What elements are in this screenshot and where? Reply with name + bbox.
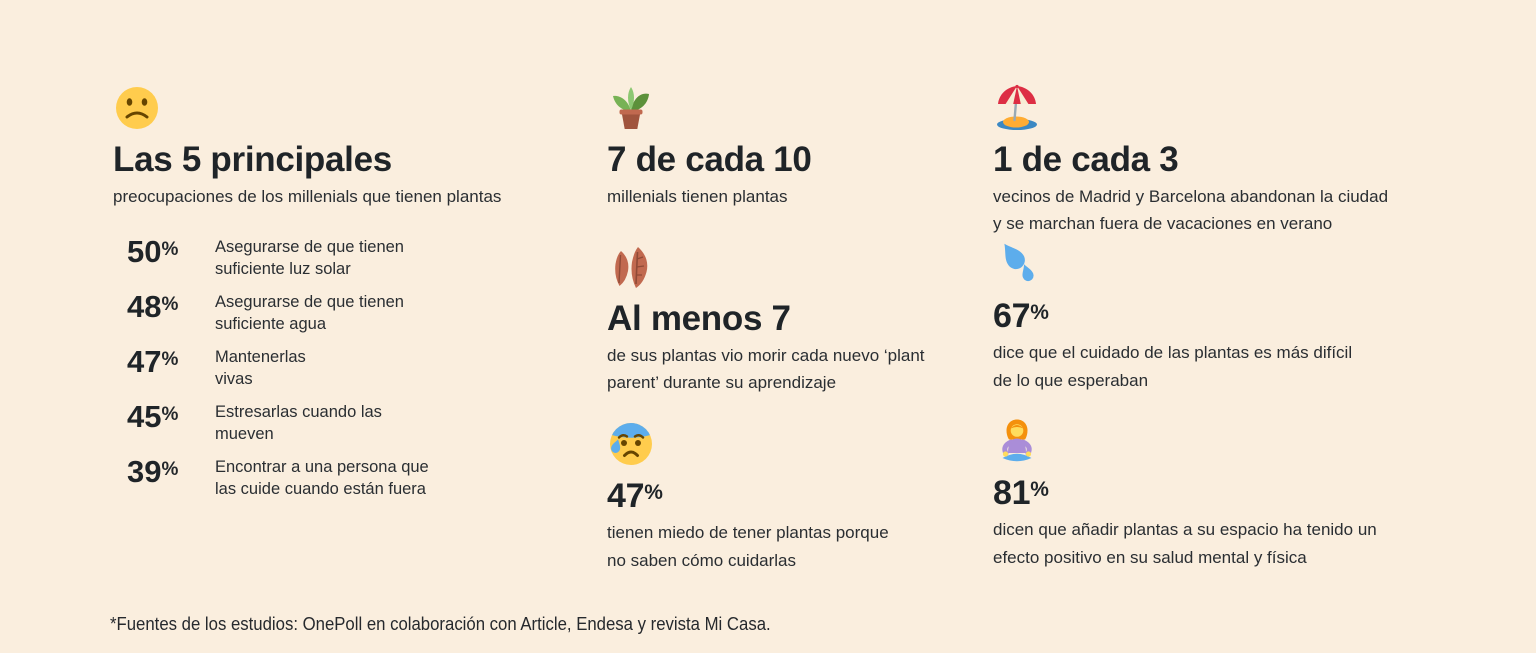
- list-item: 48% Asegurarse de que tienen suficiente …: [127, 291, 567, 346]
- stat-value: 67%: [993, 297, 1049, 335]
- list-item: 45% Estresarlas cuando las mueven: [127, 401, 567, 456]
- column-top-worries: Las 5 principales preocupaciones de los …: [113, 0, 583, 653]
- water-drops-icon: [993, 240, 1352, 288]
- sources-footnote: *Fuentes de los estudios: OnePoll en col…: [110, 614, 771, 634]
- list-item-percent: 47%: [127, 344, 179, 379]
- lotus-person-icon: [993, 417, 1377, 465]
- worries-title: Las 5 principales: [113, 140, 392, 179]
- worries-header-block: Las 5 principales preocupaciones de los …: [113, 84, 501, 210]
- stat-block-81-salud: 81% dicen que añadir plantas a su espaci…: [993, 417, 1377, 571]
- stat-title: Al menos 7: [607, 299, 791, 338]
- list-item-percent: 39%: [127, 454, 179, 489]
- stat-block-7-de-cada-10: 7 de cada 10 millenials tienen plantas: [607, 84, 812, 210]
- list-item-percent: 50%: [127, 234, 179, 269]
- stat-value: 47%: [607, 477, 663, 515]
- worries-subtitle: preocupaciones de los millenials que tie…: [113, 187, 502, 207]
- list-item-percent: 48%: [127, 289, 179, 324]
- stat-block-67-dificil: 67% dice que el cuidado de las plantas e…: [993, 240, 1352, 394]
- list-item: 50% Asegurarse de que tienen suficiente …: [127, 236, 567, 291]
- stat-value: 81%: [993, 474, 1049, 512]
- stat-body: dicen que añadir plantas a su espacio ha…: [993, 520, 1377, 567]
- stat-body: tienen miedo de tener plantas porque no …: [607, 523, 889, 570]
- stat-body: dice que el cuidado de las plantas es má…: [993, 343, 1353, 390]
- column-middle-stats: 7 de cada 10 millenials tienen plantas A…: [607, 0, 982, 653]
- list-item-label: Mantenerlas vivas: [215, 348, 306, 388]
- list-item: 47% Mantenerlas vivas: [127, 346, 567, 401]
- list-item-percent: 45%: [127, 399, 179, 434]
- list-item-label: Encontrar a una persona que las cuide cu…: [215, 458, 429, 498]
- anxious-face-icon: [607, 420, 889, 468]
- list-item: 39% Encontrar a una persona que las cuid…: [127, 456, 567, 511]
- stat-body: de sus plantas vio morir cada nuevo ‘pla…: [607, 346, 925, 393]
- stat-body: millenials tienen plantas: [607, 187, 788, 207]
- stat-body: vecinos de Madrid y Barcelona abandonan …: [993, 187, 1389, 234]
- stat-block-al-menos-7: Al menos 7 de sus plantas vio morir cada…: [607, 243, 925, 397]
- stat-title: 1 de cada 3: [993, 140, 1179, 179]
- list-item-label: Asegurarse de que tienen suficiente agua: [215, 293, 404, 333]
- stat-title: 7 de cada 10: [607, 140, 812, 179]
- potted-plant-icon: [607, 84, 812, 132]
- sad-face-icon: [113, 84, 501, 132]
- list-item-label: Estresarlas cuando las mueven: [215, 403, 382, 443]
- beach-umbrella-icon: [993, 84, 1388, 132]
- worries-list: 50% Asegurarse de que tienen suficiente …: [127, 236, 567, 511]
- list-item-label: Asegurarse de que tienen suficiente luz …: [215, 238, 404, 278]
- fallen-leaves-icon: [607, 243, 925, 291]
- stat-block-1-de-cada-3: 1 de cada 3 vecinos de Madrid y Barcelon…: [993, 84, 1388, 238]
- column-right-stats: 1 de cada 3 vecinos de Madrid y Barcelon…: [993, 0, 1463, 653]
- stat-block-47-miedo: 47% tienen miedo de tener plantas porque…: [607, 420, 889, 574]
